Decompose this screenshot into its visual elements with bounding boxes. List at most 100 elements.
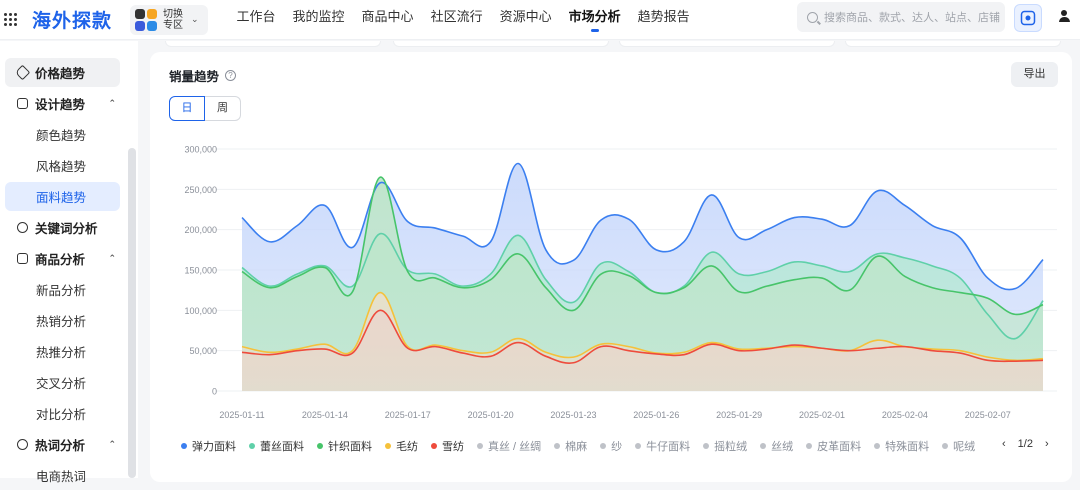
sidebar: 价格趋势 设计趋势 ⌃ 颜色趋势 风格趋势 面料趋势 关键词分析 商品分析 ⌃ 新品分析 热销分析热… [0, 41, 138, 484]
legend-label: 弹力面料 [192, 441, 236, 453]
product-icon [17, 253, 28, 264]
sidebar-item[interactable]: 电商热词 [5, 461, 120, 490]
legend-label: 蕾丝面料 [260, 441, 304, 453]
legend-item[interactable]: 皮革面料 [806, 438, 861, 454]
y-tick-label: 200,000 [184, 225, 217, 235]
sidebar-scrollbar[interactable] [128, 148, 136, 478]
sidebar-item-label: 交叉分析 [36, 377, 87, 391]
granularity-toggle: 日 周 [169, 96, 241, 121]
sidebar-item-label: 热词分析 [35, 439, 86, 453]
sidebar-item[interactable]: 设计趋势 ⌃ [5, 89, 120, 118]
legend-next-icon[interactable]: › [1044, 438, 1049, 450]
y-tick-label: 250,000 [184, 185, 217, 195]
sidebar-item[interactable]: 热词分析 ⌃ [5, 430, 120, 459]
sidebar-item[interactable]: 对比分析 [5, 399, 120, 428]
sidebar-item-label: 设计趋势 [35, 98, 86, 112]
nav-item[interactable]: 趋势报告 [637, 8, 690, 24]
series-area [242, 310, 1043, 391]
legend-page-indicator: 1/2 [1017, 438, 1033, 450]
legend-item[interactable]: 真丝 / 丝绸 [477, 438, 541, 454]
x-tick-label: 2025-01-17 [385, 410, 431, 420]
x-tick-label: 2025-02-04 [882, 410, 928, 420]
legend-label: 特殊面料 [885, 441, 930, 453]
legend-label: 呢绒 [953, 441, 976, 453]
series-line[interactable] [241, 176, 1044, 316]
legend-dot-icon [942, 443, 949, 449]
summary-card [619, 41, 835, 47]
sidebar-item[interactable]: 面料趋势 [5, 182, 120, 211]
summary-card [165, 41, 381, 47]
sidebar-item[interactable]: 颜色趋势 [5, 120, 120, 149]
nav-item[interactable]: 工作台 [236, 8, 276, 24]
nav-item[interactable]: 市场分析 [560, 0, 629, 40]
panel-title: 销量趋势 ? [169, 66, 237, 85]
top-bar: 海外探款 切换 专区 ⌄ 工作台 我的监控 商品中心 社区流行 资源中心 市场分析 趋势报告 … [0, 0, 1080, 40]
legend-prev-icon[interactable]: ‹ [1002, 438, 1006, 450]
x-tick-label: 2025-01-26 [633, 410, 679, 420]
ai-assistant-button[interactable] [1014, 4, 1042, 32]
legend-label: 棉麻 [565, 441, 588, 453]
legend-dot-icon [385, 443, 391, 449]
sidebar-item[interactable]: 风格趋势 [5, 151, 120, 180]
legend-item[interactable]: 蕾丝面料 [249, 438, 304, 454]
x-tick-label: 2025-02-07 [965, 410, 1011, 420]
search-input[interactable]: 搜索商品、款式、达人、站点、店铺 [797, 2, 1005, 32]
user-account-icon[interactable] [1057, 10, 1071, 24]
chevron-up-icon: ⌃ [108, 439, 116, 449]
sidebar-item-label: 热推分析 [36, 346, 87, 360]
sales-trend-chart[interactable]: 0 50,000 100,000 150,000 200,000 250,000 300,0… [150, 135, 1070, 425]
legend-dot-icon [477, 443, 483, 449]
sidebar-item[interactable]: 价格趋势 [5, 58, 120, 87]
legend-item[interactable]: 呢绒 [942, 438, 975, 454]
granularity-week-button[interactable]: 周 [205, 96, 241, 121]
legend-dot-icon [806, 443, 813, 449]
apps-grid-icon[interactable] [4, 12, 18, 27]
legend-item[interactable]: 纱 [600, 438, 622, 454]
legend-item[interactable]: 雪纺 [431, 438, 464, 454]
legend-item[interactable]: 棉麻 [554, 438, 587, 454]
sidebar-item-label: 面料趋势 [36, 191, 87, 205]
sidebar-item-label: 热销分析 [36, 315, 87, 329]
hotword-icon [17, 439, 28, 450]
x-tick-label: 2025-02-01 [799, 410, 845, 420]
region-switcher[interactable]: 切换 专区 ⌄ [130, 4, 209, 35]
legend-label: 丝绒 [771, 441, 794, 453]
sidebar-item[interactable]: 交叉分析 [5, 368, 120, 397]
granularity-day-button[interactable]: 日 [169, 96, 205, 121]
legend-label: 真丝 / 丝绸 [488, 441, 542, 453]
series-area [242, 177, 1043, 391]
x-tick-label: 2025-01-11 [219, 410, 264, 420]
sidebar-item[interactable]: 关键词分析 [5, 213, 120, 242]
sidebar-item-label: 风格趋势 [36, 160, 87, 174]
legend-pager: ‹ 1/2 › [996, 438, 1055, 450]
sidebar-item[interactable]: 新品分析 [5, 275, 120, 304]
sidebar-item[interactable]: 热推分析 [5, 337, 120, 366]
legend-item[interactable]: 牛仔面料 [635, 438, 690, 454]
nav-item[interactable]: 商品中心 [361, 8, 414, 24]
help-icon[interactable]: ? [225, 70, 237, 81]
nav-item[interactable]: 社区流行 [430, 8, 483, 24]
legend-item[interactable]: 特殊面料 [874, 438, 929, 454]
x-tick-label: 2025-01-14 [302, 410, 348, 420]
nav-item[interactable]: 资源中心 [499, 8, 552, 24]
region-switch-label: 切换 专区 [163, 8, 184, 31]
legend-label: 皮革面料 [817, 441, 862, 453]
sidebar-item[interactable]: 热销分析 [5, 306, 120, 335]
legend-dot-icon [635, 443, 642, 449]
legend-item[interactable]: 毛纺 [385, 438, 418, 454]
legend-item[interactable]: 弹力面料 [181, 438, 236, 454]
legend-dot-icon [760, 443, 767, 449]
legend-item[interactable]: 丝绒 [760, 438, 793, 454]
x-tick-label: 2025-01-29 [716, 410, 762, 420]
sidebar-item-label: 价格趋势 [35, 67, 86, 81]
sidebar-item[interactable]: 商品分析 ⌃ [5, 244, 120, 273]
app-logo[interactable]: 海外探款 [32, 11, 113, 32]
legend-dot-icon [181, 443, 187, 449]
series-line[interactable] [241, 309, 1044, 364]
legend-item[interactable]: 针织面料 [317, 438, 372, 454]
export-button[interactable]: 导出 [1011, 62, 1058, 87]
series-line[interactable] [241, 232, 1044, 340]
nav-item[interactable]: 我的监控 [292, 8, 345, 24]
legend-item[interactable]: 摇粒绒 [703, 438, 747, 454]
x-tick-label: 2025-01-20 [468, 410, 514, 420]
